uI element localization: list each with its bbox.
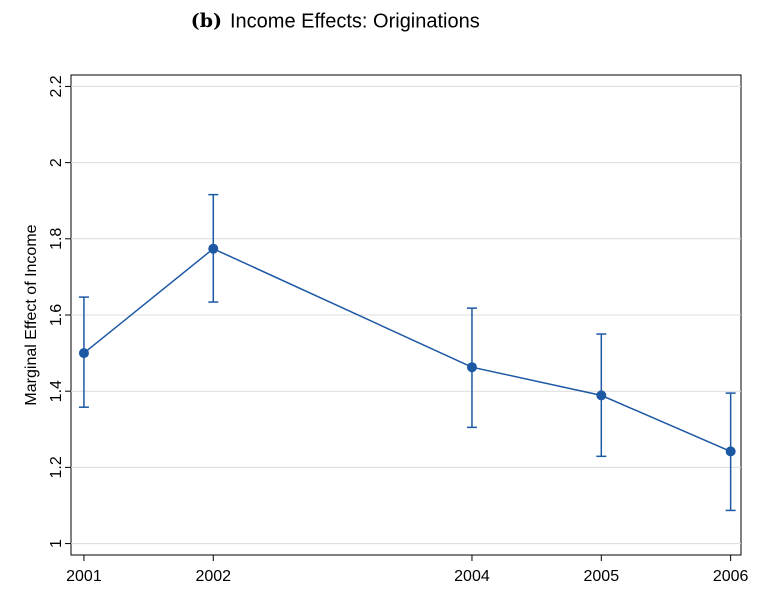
y-tick-label: 1 [48,539,65,548]
line [83,247,731,453]
y-tick-label: 1.4 [48,380,65,402]
y-tick-label: 1.8 [48,228,65,250]
y-tick-label: 1.6 [48,304,65,326]
y-tick-label: 1.2 [48,456,65,478]
x-tick-label: 2006 [713,568,749,585]
y-tick-label: 2.2 [48,75,65,97]
x-tick-label: 2001 [66,568,102,585]
chart-title: Income Effects: Originations [230,10,480,32]
x-tick-label: 2004 [454,568,490,585]
point [596,390,607,401]
panel-label: (b) [191,10,222,32]
point [725,446,736,457]
point [466,362,477,373]
y-axis-label: Marginal Effect of Income [23,224,40,405]
point [208,243,219,254]
x-tick-label: 2005 [584,568,620,585]
x-tick-label: 2002 [195,568,231,585]
y-tick-label: 2 [48,158,65,167]
point [78,348,89,359]
